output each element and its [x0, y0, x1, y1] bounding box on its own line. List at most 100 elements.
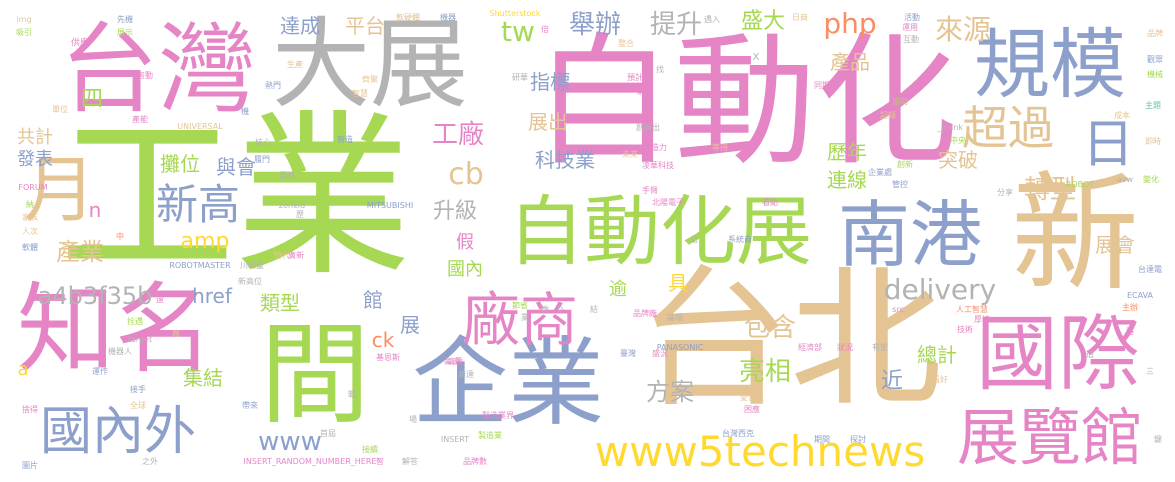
word-shengchan: 生產	[287, 60, 303, 69]
word-pinpaichang: 品牌廠	[633, 309, 657, 318]
word-zhizaoli: 製造力	[643, 143, 667, 152]
word-zhan2: 戰	[348, 390, 356, 399]
word-laiyuan: 來源	[934, 13, 992, 46]
word-zhanchu: 展出	[528, 110, 568, 134]
word-lianxian: 連線	[827, 168, 867, 192]
word-wei: 微	[541, 305, 549, 314]
word-guimo: 規模	[974, 20, 1126, 109]
word-zongji: 總計	[917, 343, 957, 367]
word-xingao: 新高	[155, 180, 241, 229]
word-kanhao: 看好	[932, 375, 948, 384]
word-ji: 機	[241, 107, 249, 116]
word-xin: 新	[1010, 160, 1140, 309]
word-lu: 路	[1126, 327, 1134, 336]
word-gongying: 供應	[70, 38, 90, 49]
word-rishang: 日商	[792, 13, 808, 22]
word-gongchang: 工廠	[431, 120, 485, 150]
word-cb: cb	[448, 157, 484, 192]
word-ck: ck	[371, 328, 395, 352]
word-a: a	[17, 359, 29, 380]
word-jilu: 記錄	[880, 111, 896, 120]
word-guankong: 管控	[892, 180, 908, 189]
word-chuangxinchu: 創新出	[636, 123, 660, 132]
word-tupo: 突破	[938, 148, 978, 172]
word-li: 歷	[296, 210, 304, 219]
word-pinpaishu: 品牌數	[463, 457, 487, 466]
word-guangxin: 廣新	[288, 251, 304, 260]
word-quanqiu: 全球	[130, 401, 146, 410]
word-zidonghuazhan: 自動化展	[508, 187, 812, 276]
word-x: X	[752, 52, 760, 63]
word-san: 三	[1146, 367, 1154, 376]
word-zhiwai: 之外	[142, 457, 158, 466]
word-bianhua: 變化	[1143, 175, 1159, 184]
word-www: www	[258, 427, 322, 457]
word-dengdai: 等待	[712, 143, 728, 152]
word-dailai: 帶來	[242, 401, 258, 410]
word-pingtai: 平台	[345, 14, 385, 38]
word-jian: 間	[260, 311, 370, 439]
word-taiwanxike: 台灣西克	[722, 429, 754, 438]
word-ecava: ECAVA	[1126, 291, 1154, 300]
word-xiyin: 吸引	[16, 28, 32, 37]
word-tw: tw	[501, 15, 535, 48]
word-channeng: 產能	[132, 115, 148, 124]
word-tisheng: 提升	[649, 10, 703, 40]
word-qiyechu: 企業處	[868, 168, 892, 177]
word-yuru: 遇入	[704, 15, 720, 24]
word-xingaowei: 新高位	[238, 277, 262, 286]
word-guoji: 國際	[975, 307, 1141, 402]
word-remen: 熱門	[265, 81, 281, 90]
word-jiensi: 基恩斯	[376, 353, 400, 362]
word-juban: 舉辦	[568, 10, 622, 40]
word-zhuangkuang: 狀況	[837, 343, 853, 352]
word-lumen: 履門	[254, 155, 270, 164]
word-nangang: 南港	[837, 193, 983, 277]
word-zhongyang: 中央	[950, 136, 966, 145]
word-rengongzhihui: 人工智慧	[956, 305, 988, 314]
word-delivery: delivery	[883, 273, 997, 306]
word-zhanshi: 展示	[117, 28, 133, 37]
word-beiyangdianzi: 北陽電子	[652, 198, 684, 207]
word-jia: 假	[456, 232, 474, 253]
word-zhi: 智	[376, 457, 384, 466]
word-zhanlanguan: 展覽館	[956, 401, 1144, 474]
word-jie: 結	[590, 305, 598, 314]
word-yue: 月	[23, 148, 97, 232]
word-aipusheng: 愛普生	[740, 393, 764, 402]
word-na: 納	[26, 200, 34, 209]
word-a4b3f35b: a4b3f35b	[37, 282, 153, 310]
word-chuangxin: 創新	[897, 160, 913, 169]
word-jian2: 鍵	[1154, 435, 1162, 444]
word-jijie: 集結	[183, 366, 223, 390]
word-shengji: 升級	[432, 199, 478, 224]
word-yunzuo: 運作	[92, 367, 108, 376]
word-xiezhu: 協助	[892, 97, 908, 106]
word-changshang: 廠商	[461, 286, 579, 354]
word-yunyong: 運用	[902, 23, 918, 32]
word-fangan: 方案	[646, 378, 694, 406]
word-zhizao: 智造	[337, 135, 353, 144]
word-houzhi: 厚植	[974, 315, 990, 324]
word-guanzhong: 觀眾	[1147, 55, 1163, 64]
word-jiqiren: 機器人	[108, 347, 132, 356]
word-yuan: 遠	[156, 295, 164, 304]
word-jiesheng: 節省	[512, 301, 528, 310]
word-ye: 業	[521, 313, 529, 322]
word-tupian: 圖片	[22, 461, 38, 470]
word-gongji: 共計	[17, 127, 53, 148]
word-hudong: 互動	[903, 35, 919, 44]
word-dacheng: 達成	[280, 14, 320, 38]
word-src: src	[892, 305, 904, 314]
word-shizhan: 實戰	[279, 171, 295, 180]
word-guangda: 廣達	[458, 370, 474, 379]
word-jishu: 技術	[957, 325, 973, 334]
word-zhan: 展	[400, 313, 420, 337]
word-huodong: 活動	[904, 13, 920, 22]
word-forum: FORUM	[18, 183, 48, 192]
word-tantao: 探討	[850, 435, 866, 444]
word-youwang: 有望	[872, 343, 888, 352]
word-jieshou: 接手	[130, 385, 146, 394]
word-xitongshang: 系統商	[728, 235, 752, 244]
